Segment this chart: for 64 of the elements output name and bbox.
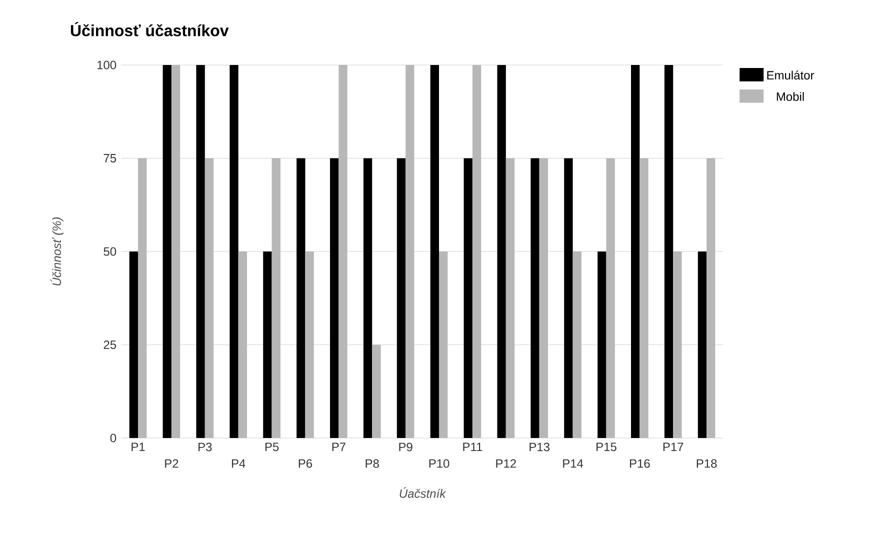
y-tick-label: 0 xyxy=(110,434,116,442)
x-tick-label: P14 xyxy=(563,459,584,468)
bar xyxy=(564,158,573,438)
bar xyxy=(530,158,540,438)
bar xyxy=(230,65,238,438)
x-tick-label: P1 xyxy=(132,442,145,451)
x-tick-label: P16 xyxy=(630,459,650,468)
y-tick-label: 75 xyxy=(104,154,116,162)
bar xyxy=(363,158,372,438)
x-tick-label: P5 xyxy=(265,442,279,452)
x-tick-label: P6 xyxy=(298,459,312,468)
x-tick-label: P15 xyxy=(596,442,616,452)
x-axis-title: Úačstník xyxy=(400,487,446,498)
legend-label: Emulátor xyxy=(767,70,814,80)
bar xyxy=(372,344,381,438)
bar xyxy=(138,158,147,438)
x-tick-label: P10 xyxy=(429,459,450,468)
chart-title: Účinnosť účastníkov xyxy=(70,22,229,36)
x-tick-label: P18 xyxy=(696,459,717,468)
x-tick-label: P13 xyxy=(530,442,550,452)
bar xyxy=(330,158,339,438)
y-axis-title: Účinnosť (%) xyxy=(50,217,64,286)
x-tick-label: P17 xyxy=(663,442,684,451)
bar xyxy=(631,65,640,438)
x-tick-label: P11 xyxy=(463,442,482,451)
bar xyxy=(338,65,348,438)
bar xyxy=(296,158,306,438)
y-tick-label: 100 xyxy=(97,60,116,70)
x-tick-label: P3 xyxy=(198,442,212,452)
y-tick-label: 50 xyxy=(104,247,116,256)
bar xyxy=(406,65,414,438)
bar xyxy=(305,252,314,438)
bar xyxy=(606,158,615,438)
bar xyxy=(539,158,548,438)
x-tick-label: P8 xyxy=(366,459,379,468)
x-tick-label: P12 xyxy=(496,459,516,468)
x-tick-label: P4 xyxy=(232,459,246,468)
bar xyxy=(598,252,606,438)
x-tick-label: P7 xyxy=(332,442,346,451)
bar xyxy=(572,252,582,438)
bar xyxy=(706,158,716,438)
x-tick-label: P2 xyxy=(165,459,178,468)
y-tick-label: 25 xyxy=(104,340,116,350)
bar xyxy=(263,252,272,438)
legend-label: Mobil xyxy=(776,92,804,101)
bar xyxy=(497,65,506,438)
bar xyxy=(129,252,138,438)
bar xyxy=(430,65,440,438)
bar xyxy=(640,158,648,438)
bar xyxy=(171,65,180,438)
bar xyxy=(673,252,682,438)
bar xyxy=(464,158,472,438)
bar xyxy=(162,65,172,438)
bar xyxy=(664,65,674,438)
bar xyxy=(204,158,214,438)
bar xyxy=(396,158,406,438)
bar xyxy=(698,252,707,438)
bar xyxy=(472,65,482,438)
bar xyxy=(506,158,515,438)
bar xyxy=(196,65,205,438)
bar xyxy=(238,252,248,438)
x-tick-label: P9 xyxy=(399,442,412,452)
bar xyxy=(439,252,448,438)
bar xyxy=(272,158,280,438)
